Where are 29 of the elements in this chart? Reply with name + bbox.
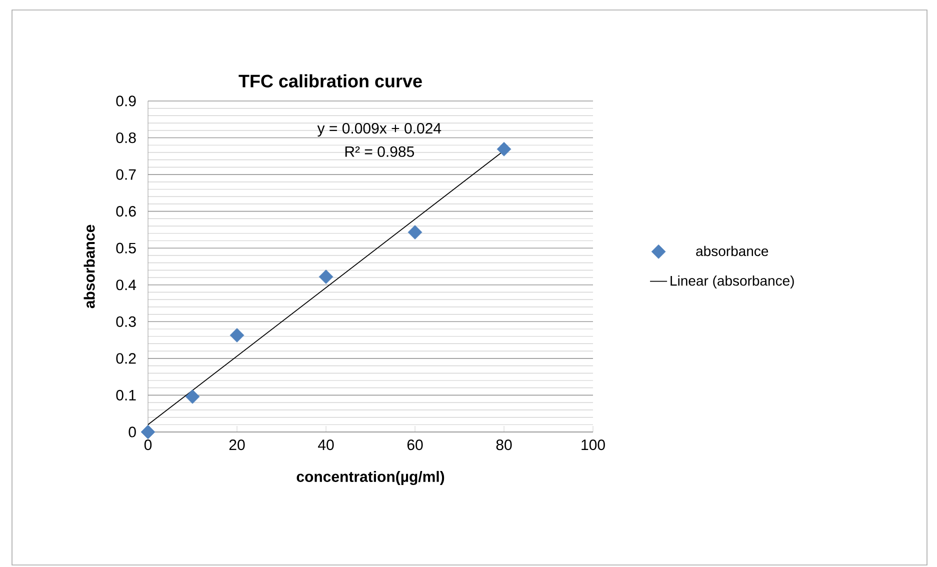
x-tick-label: 80	[496, 440, 512, 450]
x-axis-title: concentration(µg/ml)	[296, 470, 444, 486]
y-tick-label: 0	[128, 426, 136, 438]
point	[230, 328, 244, 342]
x-tick-label: 20	[229, 440, 245, 450]
y-tick-label: 0.7	[116, 169, 136, 180]
annotation: R² = 0.985	[345, 146, 414, 157]
x-tick-label: 0	[144, 440, 152, 450]
y-tick-label: 0.8	[116, 132, 136, 144]
y-tick-label: 0.1	[116, 390, 136, 401]
y-tick-label: 0.4	[116, 280, 136, 290]
point	[408, 225, 422, 240]
y-tick-label: 0.9	[116, 96, 136, 106]
y-tick-label: 0.2	[116, 353, 136, 364]
y-tick-label: 0.5	[116, 242, 136, 254]
y-tick-label: 0.6	[116, 206, 136, 217]
point	[185, 389, 200, 404]
y-axis-title: absorbance	[84, 224, 95, 308]
point	[140, 424, 156, 440]
annotation: y = 0.009x + 0.024	[317, 122, 442, 137]
x-tick-label: 40	[318, 440, 334, 450]
legend-label: Linear (absorbance)	[670, 275, 794, 289]
point	[318, 270, 334, 284]
legend-label: absorbance	[696, 246, 768, 256]
x-tick-label: 100	[582, 440, 605, 450]
y-tick-label: 0.3	[116, 316, 136, 327]
chart-title: TFC calibration curve	[238, 74, 422, 88]
x-tick-label: 60	[407, 440, 423, 450]
point	[496, 142, 512, 156]
